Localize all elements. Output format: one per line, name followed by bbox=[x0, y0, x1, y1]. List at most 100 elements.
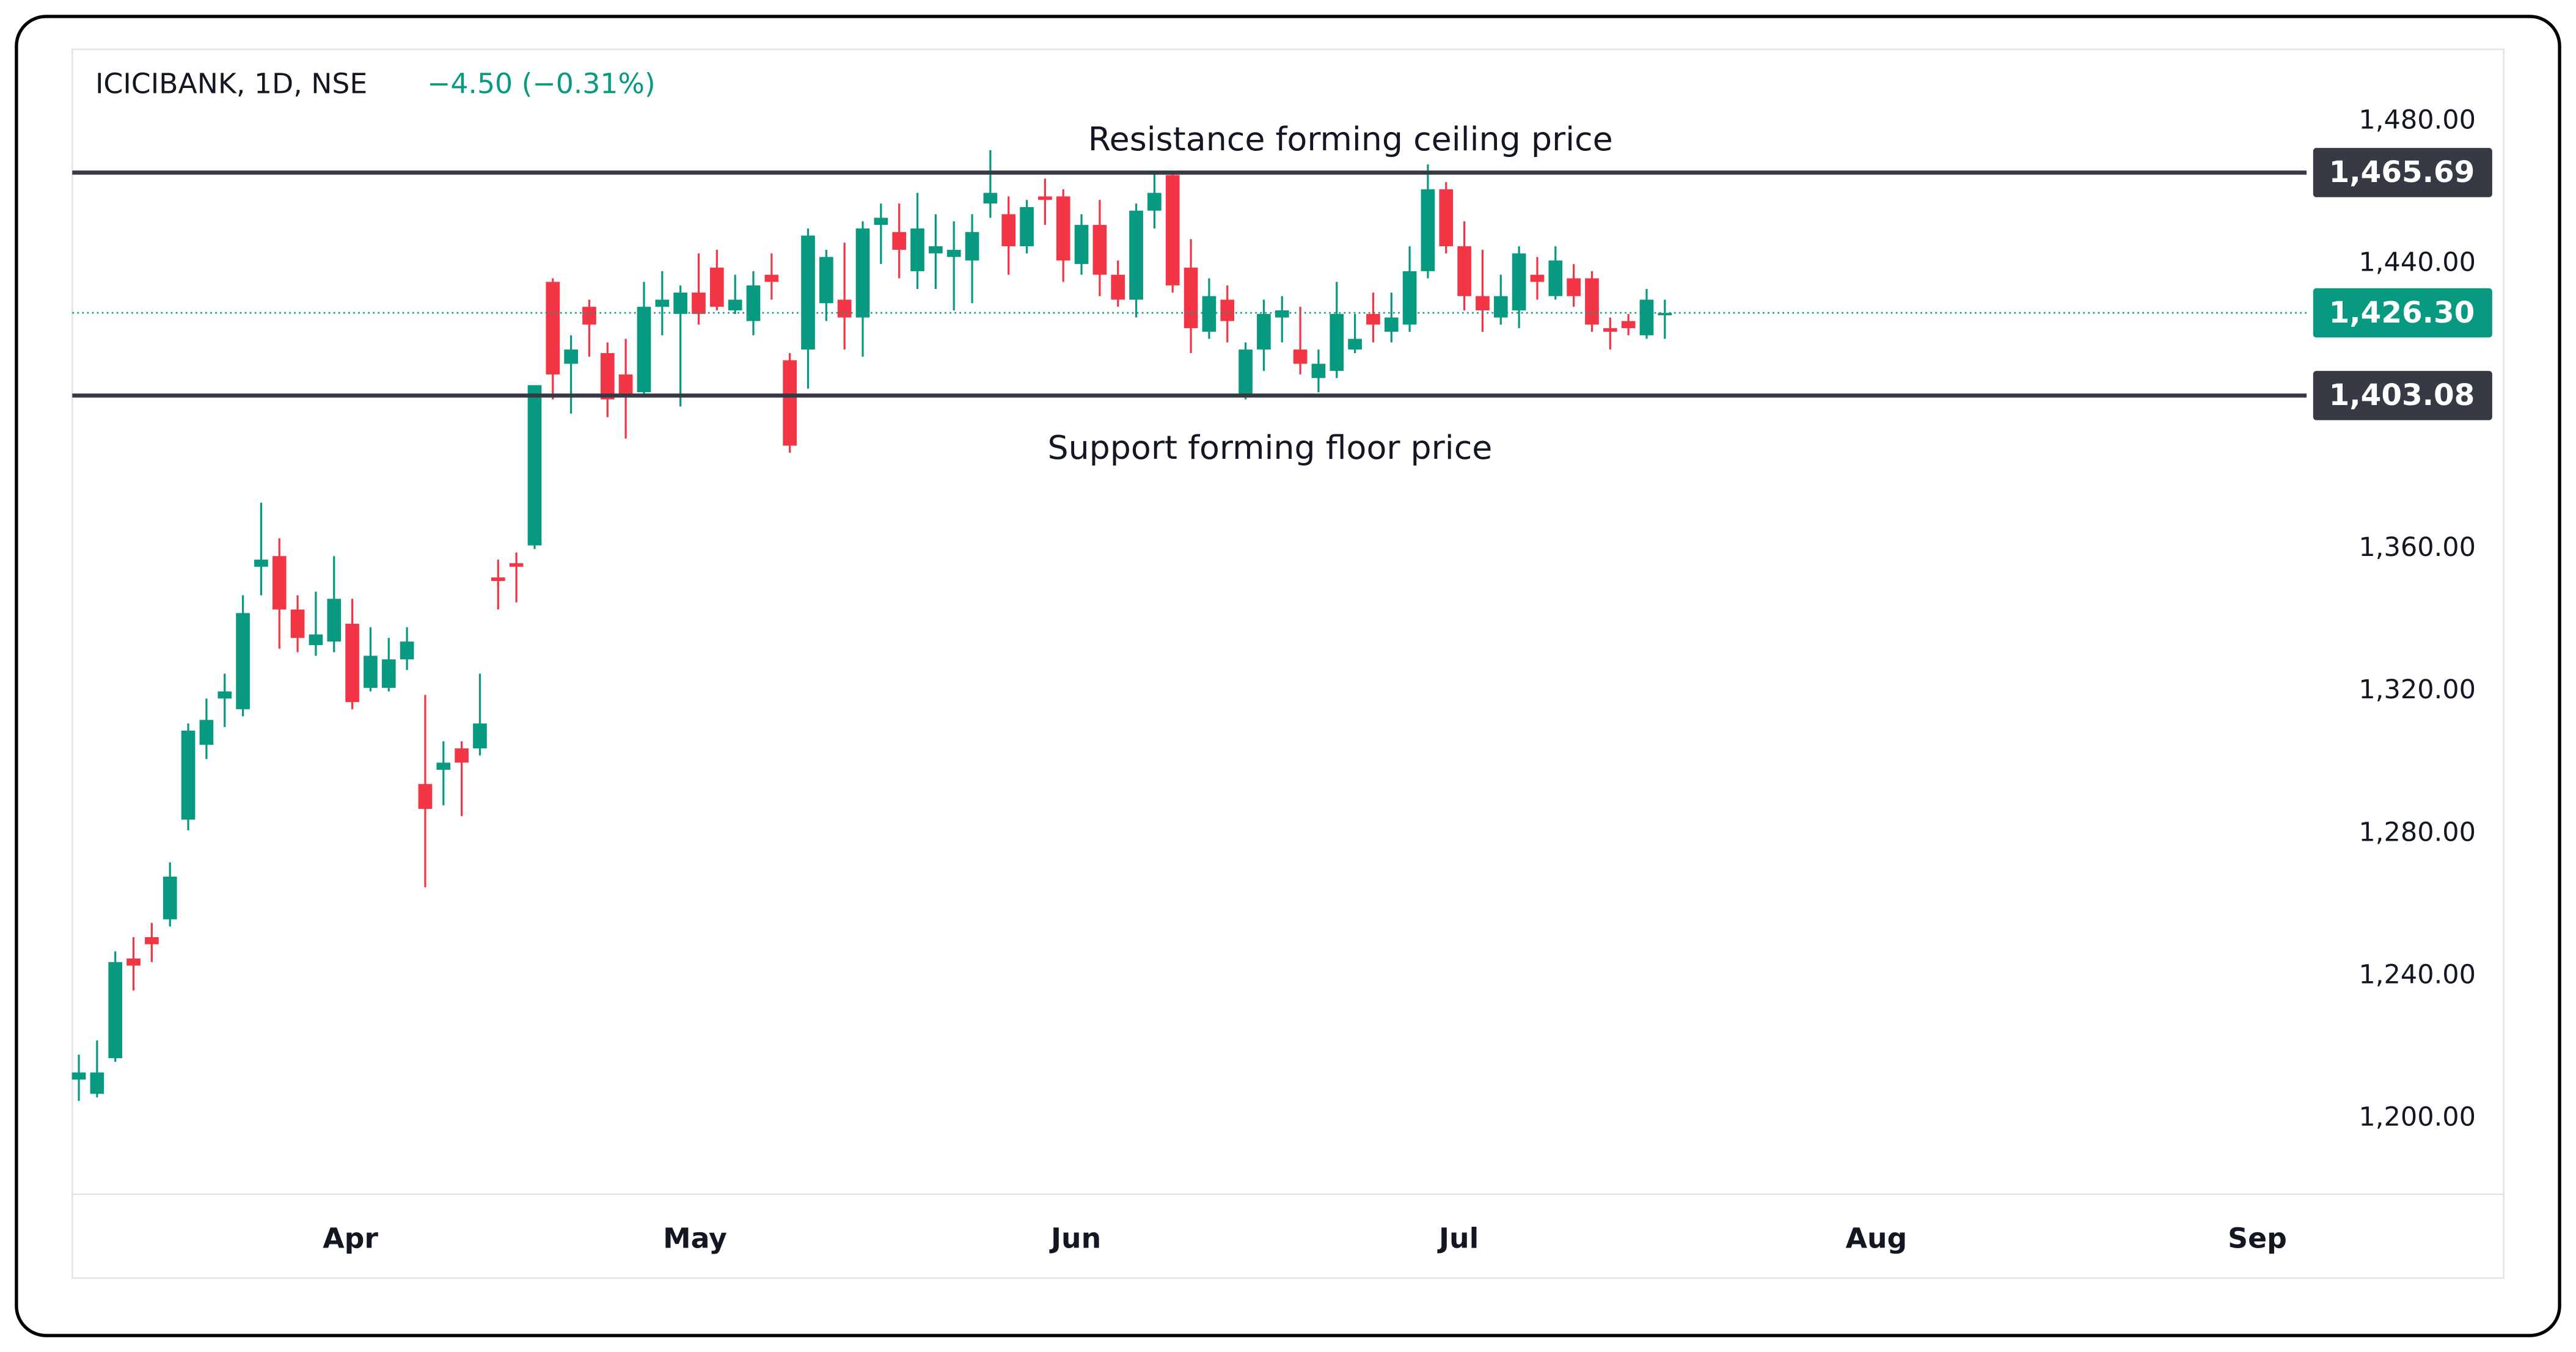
candle-body bbox=[1330, 313, 1344, 371]
x-tick-label: Jul bbox=[1437, 1222, 1479, 1255]
candle-body bbox=[1621, 321, 1636, 329]
frame bbox=[15, 15, 2561, 1337]
candle-body bbox=[145, 937, 159, 945]
candle-body bbox=[1530, 274, 1545, 282]
x-tick-label: May bbox=[663, 1222, 727, 1255]
candle-body bbox=[1092, 225, 1107, 275]
level-annotation: Support forming floor price bbox=[1047, 428, 1492, 467]
y-tick-label: 1,360.00 bbox=[2358, 532, 2476, 563]
candle-body bbox=[509, 563, 524, 567]
y-tick-label: 1,240.00 bbox=[2358, 960, 2476, 990]
candle-body bbox=[728, 299, 742, 311]
candle-body bbox=[181, 730, 196, 820]
candle-body bbox=[126, 958, 141, 966]
candle-body bbox=[692, 292, 706, 314]
candle-body bbox=[90, 1072, 104, 1094]
candle-body bbox=[218, 691, 232, 699]
level-label: 1,465.69 bbox=[2329, 155, 2475, 189]
candle-body bbox=[801, 235, 815, 350]
level-annotation: Resistance forming ceiling price bbox=[1088, 120, 1613, 158]
candle-body bbox=[1074, 225, 1089, 265]
candle-body bbox=[1056, 196, 1070, 261]
candle-body bbox=[436, 762, 451, 770]
candle-body bbox=[1384, 317, 1399, 332]
candle-body bbox=[418, 784, 433, 809]
candle-body bbox=[1257, 313, 1271, 350]
candle-body bbox=[1493, 296, 1508, 318]
candle-body bbox=[254, 560, 268, 567]
candle-body bbox=[345, 623, 359, 703]
candle-body bbox=[673, 292, 687, 314]
candle-body bbox=[309, 634, 323, 645]
candle-body bbox=[1184, 268, 1198, 329]
candle-body bbox=[1457, 246, 1471, 296]
y-tick-label: 1,280.00 bbox=[2358, 817, 2476, 847]
candle-body bbox=[764, 274, 779, 282]
candle-body bbox=[199, 720, 214, 745]
candle-body bbox=[1165, 175, 1180, 286]
candle-body bbox=[946, 249, 961, 257]
candle-body bbox=[1512, 253, 1526, 311]
candle-body bbox=[327, 599, 342, 642]
y-tick-label: 1,480.00 bbox=[2358, 105, 2476, 136]
candle-body bbox=[1658, 313, 1672, 316]
candle-body bbox=[1421, 189, 1435, 271]
candle-body bbox=[819, 257, 833, 304]
candle-body bbox=[637, 307, 651, 393]
candle-body bbox=[965, 232, 979, 261]
candle-body bbox=[527, 385, 542, 546]
candle-body bbox=[618, 374, 633, 396]
candle-body bbox=[746, 285, 761, 321]
candle-body bbox=[1239, 349, 1253, 396]
candle-body bbox=[1038, 196, 1052, 200]
candle-body bbox=[1293, 349, 1308, 364]
candle-body bbox=[290, 609, 305, 638]
candle-body bbox=[1439, 189, 1454, 247]
candle-body bbox=[929, 246, 943, 254]
last-price-label: 1,426.30 bbox=[2329, 296, 2475, 330]
candle-body bbox=[709, 268, 724, 307]
candle-body bbox=[364, 656, 378, 688]
candle-body bbox=[892, 232, 907, 250]
candle-body bbox=[983, 192, 998, 204]
candle-body bbox=[1476, 296, 1490, 311]
change: −4.50 (−0.31%) bbox=[427, 67, 656, 100]
candle-body bbox=[1202, 296, 1217, 332]
candle-body bbox=[1020, 206, 1034, 247]
level-label: 1,403.08 bbox=[2329, 378, 2475, 412]
x-tick-label: Jun bbox=[1049, 1222, 1101, 1255]
candle-body bbox=[1220, 299, 1235, 321]
last-price-box bbox=[2313, 288, 2492, 338]
candle-body bbox=[546, 282, 560, 375]
candle-body bbox=[783, 360, 797, 446]
candle-body bbox=[455, 748, 469, 763]
candle-body bbox=[1639, 299, 1654, 335]
candle-body bbox=[655, 299, 670, 307]
candle-body bbox=[491, 577, 505, 582]
candle-body bbox=[163, 876, 177, 919]
candle-body bbox=[564, 349, 578, 364]
candle-body bbox=[1275, 310, 1289, 318]
x-tick-label: Sep bbox=[2228, 1222, 2287, 1255]
x-tick-label: Aug bbox=[1846, 1222, 1908, 1255]
candle-body bbox=[1147, 192, 1162, 211]
candle-body bbox=[381, 659, 396, 688]
candle-body bbox=[1366, 313, 1380, 325]
candle-body bbox=[582, 307, 596, 325]
candle-body bbox=[1311, 364, 1326, 378]
candle-body bbox=[1402, 271, 1417, 325]
candle-body bbox=[1567, 278, 1581, 296]
pane-border bbox=[71, 48, 2505, 1279]
candle-body bbox=[1603, 328, 1617, 332]
candle-body bbox=[1585, 278, 1599, 325]
candle-body bbox=[855, 228, 870, 318]
candle-body bbox=[108, 962, 123, 1059]
y-tick-label: 1,440.00 bbox=[2358, 247, 2476, 278]
candle-body bbox=[473, 723, 487, 748]
candle-body bbox=[910, 228, 924, 271]
candle-body bbox=[874, 217, 888, 225]
x-tick-label: Apr bbox=[323, 1222, 378, 1255]
level-box bbox=[2313, 371, 2492, 420]
candle-body bbox=[600, 353, 615, 400]
